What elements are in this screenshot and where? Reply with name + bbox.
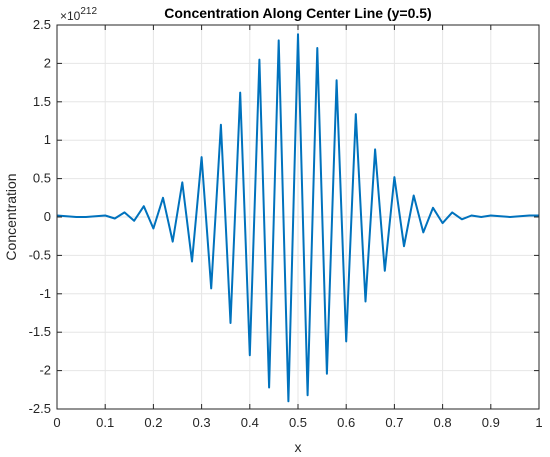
x-tick-label: 0.2 <box>144 415 162 430</box>
x-tick-label: 0.4 <box>241 415 259 430</box>
series-line-1 <box>56 33 539 403</box>
x-axis-label: x <box>295 439 302 455</box>
y-multiplier-exponent: 212 <box>80 6 97 17</box>
y-tick-label: -2.5 <box>29 401 51 416</box>
y-tick-label: -0.5 <box>29 247 51 262</box>
x-tick-label: 0.1 <box>96 415 114 430</box>
y-tick-label: -2 <box>39 363 51 378</box>
x-tick-label: 0.5 <box>289 415 307 430</box>
data-series <box>56 33 539 403</box>
y-tick-label: 0.5 <box>33 171 51 186</box>
y-tick-label: 0 <box>44 209 51 224</box>
y-tick-label: -1 <box>39 286 51 301</box>
y-multiplier-base: ×10 <box>60 9 81 23</box>
x-tick-label: 0.8 <box>434 415 452 430</box>
x-tick-label: 0 <box>53 415 60 430</box>
y-tick-label: -1.5 <box>29 324 51 339</box>
y-tick-label: 2.5 <box>33 17 51 32</box>
x-tick-label: 0.3 <box>193 415 211 430</box>
chart-title: Concentration Along Center Line (y=0.5) <box>164 5 431 21</box>
y-tick-label: 1.5 <box>33 94 51 109</box>
y-tick-label: 2 <box>44 55 51 70</box>
y-axis-label: Concentration <box>3 173 19 260</box>
x-tick-label: 1 <box>535 415 542 430</box>
x-tick-label: 0.6 <box>337 415 355 430</box>
y-multiplier: ×10212 <box>60 6 97 23</box>
x-tick-label: 0.7 <box>385 415 403 430</box>
axis-ticks: 0 0.1 0.2 0.3 0.4 0.5 0.6 0.7 0.8 0.9 1 -2.5 -2 -1.5 -… <box>29 17 543 430</box>
y-tick-label: 1 <box>44 132 51 147</box>
x-tick-label: 0.9 <box>482 415 500 430</box>
